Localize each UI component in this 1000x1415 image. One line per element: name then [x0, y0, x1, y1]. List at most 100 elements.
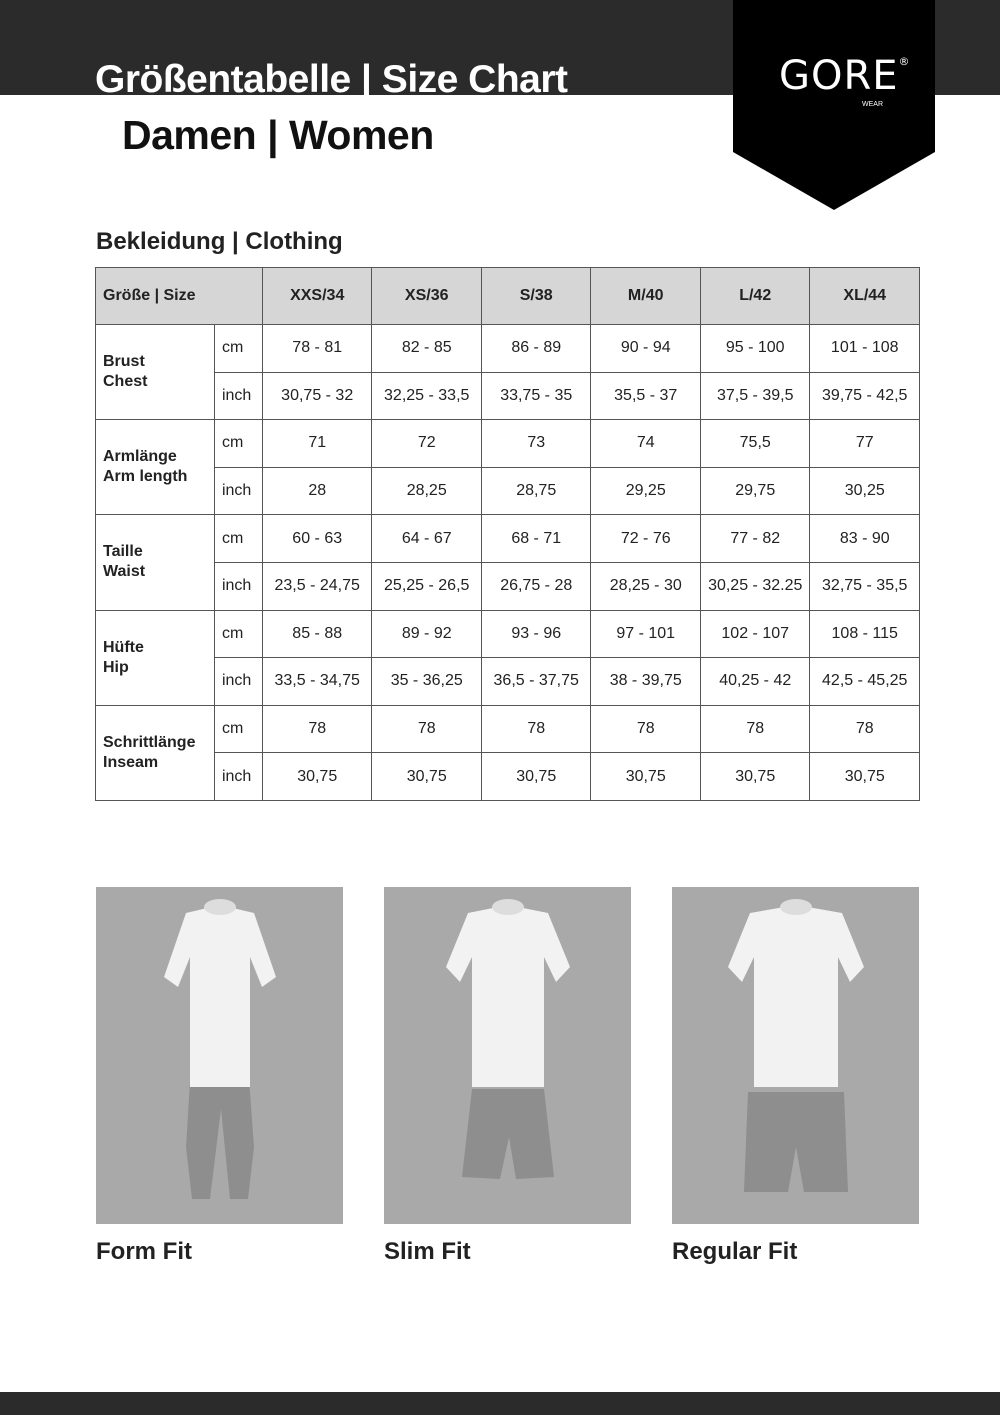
table-row: Hüfte Hip cm 85 - 88 89 - 92 93 - 96 97 - 101 1…: [95, 609, 920, 706]
measure-label: Armlänge Arm length: [95, 419, 215, 516]
table-row: Taille Waist cm 60 - 63 64 - 67 68 - 71 72 - 7…: [95, 514, 920, 611]
shirt: [728, 905, 864, 1087]
slim-fit-label: Slim Fit: [384, 1238, 471, 1265]
table-cell: 30,75: [590, 752, 701, 801]
page-subtitle: Damen | Women: [122, 112, 434, 158]
table-cell: 30,75: [371, 752, 482, 801]
unit-label: inch: [213, 466, 263, 516]
table-cell: 64 - 67: [371, 514, 482, 563]
shirt: [164, 905, 276, 1087]
table-row: inch 23,5 - 24,75 25,25 - 26,5 26,75 - 28 28…: [96, 561, 920, 611]
unit-label: cm: [213, 324, 263, 373]
table-cell: 35 - 36,25: [371, 657, 482, 706]
unit-label: cm: [213, 514, 263, 563]
table-cell: 90 - 94: [590, 324, 701, 373]
table-cell: 32,75 - 35,5: [809, 561, 920, 611]
size-column-header: M/40: [590, 267, 701, 325]
table-cell: 71: [261, 419, 373, 468]
unit-label: inch: [213, 657, 263, 706]
table-row: Schrittlänge Inseam cm 78 78 78 78 78 78: [95, 704, 920, 801]
measure-label-en: Hip: [103, 658, 129, 676]
table-cell: 77: [809, 419, 920, 468]
measure-label-en: Waist: [103, 563, 146, 581]
unit-label: inch: [213, 561, 263, 611]
table-cell: 74: [590, 419, 701, 468]
measure-label: Schrittlänge Inseam: [95, 704, 215, 801]
unit-label: inch: [213, 371, 263, 421]
size-header: Größe | Size: [95, 267, 263, 325]
measure-label-en: Chest: [103, 373, 148, 391]
table-cell: 78: [480, 704, 592, 754]
table-cell: 89 - 92: [371, 609, 482, 659]
table-row: inch 33,5 - 34,75 35 - 36,25 36,5 - 37,75 38…: [96, 657, 920, 706]
table-cell: 60 - 63: [261, 514, 373, 563]
table-cell: 30,75: [261, 752, 373, 801]
table-row: inch 30,75 - 32 32,25 - 33,5 33,75 - 35 35,5…: [96, 371, 920, 421]
neck: [492, 899, 524, 915]
measure-label: Taille Waist: [95, 514, 215, 611]
table-cell: 28: [261, 466, 373, 516]
table-cell: 30,75 - 32: [261, 371, 373, 421]
table-cell: 33,75 - 35: [480, 371, 592, 421]
table-cell: 30,25: [809, 466, 920, 516]
table-cell: 42,5 - 45,25: [809, 657, 920, 706]
footer-band: [0, 1392, 1000, 1415]
table-cell: 108 - 115: [809, 609, 920, 659]
table-cell: 86 - 89: [480, 324, 592, 373]
shorts: [462, 1089, 554, 1179]
table-cell: 77 - 82: [699, 514, 811, 563]
table-row: inch 30,75 30,75 30,75 30,75 30,75 30,75: [96, 752, 920, 801]
measure-label: Hüfte Hip: [95, 609, 215, 706]
table-cell: 37,5 - 39,5: [699, 371, 811, 421]
table-cell: 78: [590, 704, 701, 754]
table-cell: 39,75 - 42,5: [809, 371, 920, 421]
measure-label-de: Hüfte: [103, 638, 144, 656]
table-cell: 23,5 - 24,75: [261, 561, 373, 611]
neck: [204, 899, 236, 915]
logo-text: GORE®: [779, 53, 911, 99]
table-cell: 29,75: [699, 466, 811, 516]
table-cell: 83 - 90: [809, 514, 920, 563]
measure-label-en: Arm length: [103, 468, 188, 486]
unit-label: cm: [213, 609, 263, 659]
form-fit-label: Form Fit: [96, 1238, 192, 1265]
neck: [780, 899, 812, 915]
table-cell: 68 - 71: [480, 514, 592, 563]
table-cell: 30,75: [699, 752, 811, 801]
table-cell: 85 - 88: [261, 609, 373, 659]
size-column-header: XL/44: [809, 267, 920, 325]
table-row: Brust Chest cm 78 - 81 82 - 85 86 - 89 90 - 94…: [95, 323, 920, 421]
table-row: inch 28 28,25 28,75 29,25 29,75 30,25: [96, 466, 920, 516]
table-cell: 30,75: [480, 752, 592, 801]
table-cell: 25,25 - 26,5: [371, 561, 482, 611]
table-cell: 28,75: [480, 466, 592, 516]
table-cell: 78: [371, 704, 482, 754]
measure-label-de: Brust: [103, 353, 145, 371]
table-cell: 72: [371, 419, 482, 468]
regular-fit-label: Regular Fit: [672, 1238, 798, 1265]
logo-sub: WEAR: [862, 101, 883, 108]
table-cell: 29,25: [590, 466, 701, 516]
size-column-header: L/42: [699, 267, 811, 325]
table-cell: 78: [699, 704, 811, 754]
table-cell: 38 - 39,75: [590, 657, 701, 706]
table-cell: 73: [480, 419, 592, 468]
table-cell: 78 - 81: [261, 324, 373, 373]
table-cell: 82 - 85: [371, 324, 482, 373]
table-cell: 32,25 - 33,5: [371, 371, 482, 421]
section-title: Bekleidung | Clothing: [96, 228, 343, 255]
unit-label: cm: [213, 704, 263, 754]
shorts: [744, 1092, 848, 1192]
table-cell: 102 - 107: [699, 609, 811, 659]
shirt: [446, 905, 570, 1087]
table-cell: 75,5: [699, 419, 811, 468]
measure-label-de: Taille: [103, 543, 143, 561]
gore-wear-logo: [733, 0, 935, 210]
unit-label: inch: [213, 752, 263, 801]
measure-label-de: Schrittlänge: [103, 733, 196, 751]
page-title: Größentabelle | Size Chart: [95, 58, 568, 95]
table-row: Armlänge Arm length cm 71 72 73 74 75,5 77: [95, 419, 920, 516]
table-cell: 95 - 100: [699, 324, 811, 373]
table-cell: 40,25 - 42: [699, 657, 811, 706]
size-column-header: S/38: [480, 267, 592, 325]
